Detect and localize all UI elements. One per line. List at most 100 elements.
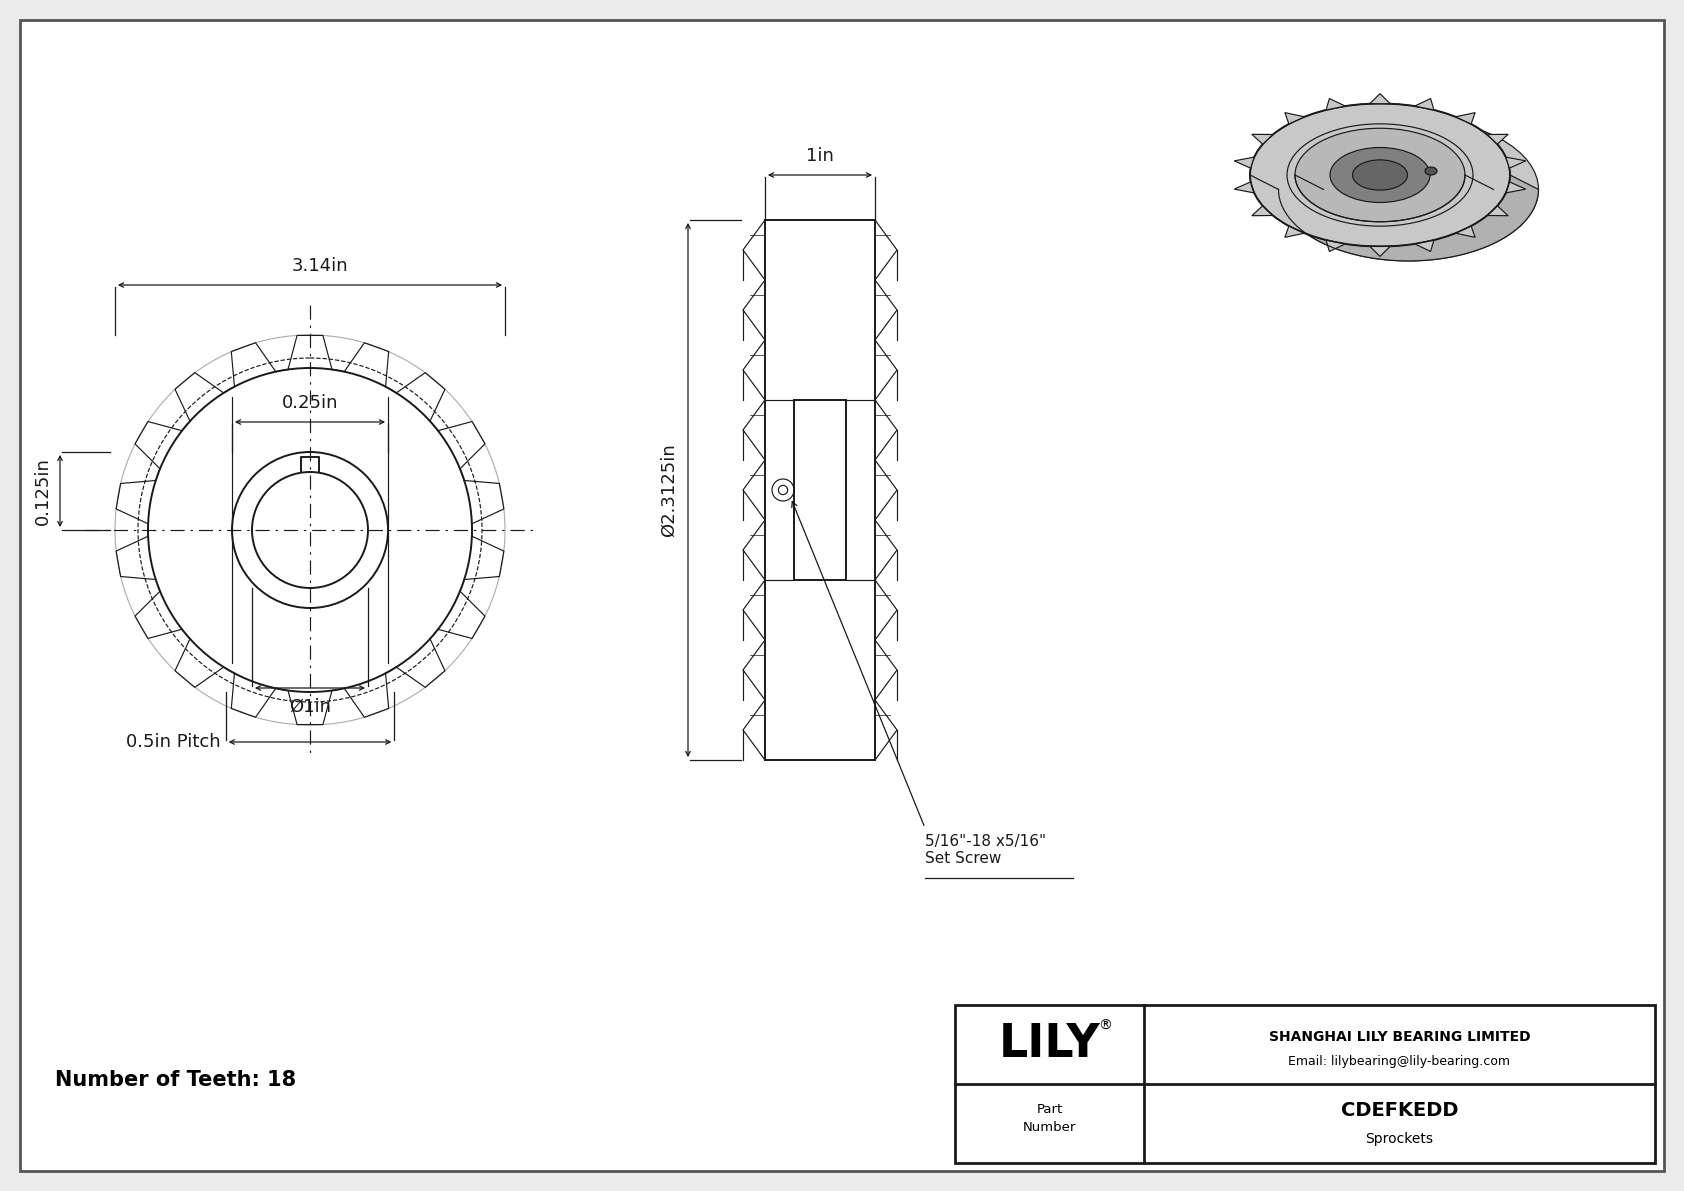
Polygon shape [1463,182,1492,199]
Polygon shape [1411,218,1443,233]
FancyBboxPatch shape [20,20,1664,1171]
Polygon shape [1463,180,1494,197]
Text: LILY: LILY [999,1022,1100,1067]
Text: Email: lilybearing@lily-bearing.com: Email: lilybearing@lily-bearing.com [1288,1055,1511,1068]
Polygon shape [1352,245,1388,260]
Polygon shape [1430,211,1462,227]
Polygon shape [1271,214,1303,231]
Polygon shape [1300,192,1330,208]
Polygon shape [1415,241,1433,251]
Text: 0.25in: 0.25in [281,394,338,412]
Polygon shape [1337,216,1369,231]
Text: Sprockets: Sprockets [1366,1133,1433,1146]
Text: 1in: 1in [807,146,834,166]
Polygon shape [1288,225,1322,243]
Polygon shape [1384,222,1418,236]
Polygon shape [1258,200,1290,218]
Polygon shape [1302,194,1332,211]
Polygon shape [1298,231,1332,248]
Polygon shape [1423,214,1455,230]
Text: Part
Number: Part Number [1022,1103,1076,1134]
Polygon shape [1295,177,1324,194]
Polygon shape [1408,244,1442,260]
Polygon shape [1420,242,1455,257]
Polygon shape [1492,207,1524,225]
Polygon shape [1315,237,1349,254]
Polygon shape [1499,200,1529,218]
FancyBboxPatch shape [765,220,876,760]
Polygon shape [1371,222,1404,236]
Polygon shape [1327,211,1359,227]
Polygon shape [1303,233,1337,249]
Polygon shape [1314,205,1346,220]
Polygon shape [1297,185,1327,201]
Ellipse shape [1352,160,1408,191]
Polygon shape [1293,229,1327,245]
Text: Number of Teeth: 18: Number of Teeth: 18 [56,1070,296,1090]
Polygon shape [1278,220,1312,237]
FancyBboxPatch shape [955,1005,1655,1162]
Polygon shape [1452,233,1485,249]
Polygon shape [1342,217,1374,232]
Polygon shape [1325,99,1346,110]
Polygon shape [1312,202,1342,219]
Polygon shape [1440,206,1472,223]
Text: Ø2.3125in: Ø2.3125in [660,443,679,537]
Text: CDEFKEDD: CDEFKEDD [1340,1102,1458,1121]
Polygon shape [1467,225,1500,243]
Polygon shape [1447,202,1477,219]
Polygon shape [1487,206,1509,216]
Polygon shape [1362,220,1396,236]
Polygon shape [1379,222,1413,236]
Polygon shape [1472,223,1505,241]
Ellipse shape [1359,162,1458,217]
Polygon shape [1255,193,1285,212]
Polygon shape [1367,222,1399,236]
Polygon shape [1256,197,1287,216]
Polygon shape [1457,231,1490,248]
Polygon shape [1452,199,1482,214]
Text: SHANGHAI LILY BEARING LIMITED: SHANGHAI LILY BEARING LIMITED [1268,1029,1531,1043]
Polygon shape [1251,182,1280,200]
Polygon shape [1265,207,1297,225]
Polygon shape [1453,197,1484,213]
Polygon shape [1403,219,1435,235]
Polygon shape [1406,219,1438,233]
Polygon shape [1334,214,1366,230]
Polygon shape [1460,187,1490,204]
Polygon shape [1297,182,1325,199]
Polygon shape [1295,180,1325,197]
Ellipse shape [1295,129,1465,222]
Polygon shape [1359,245,1394,261]
Polygon shape [1285,226,1305,237]
Text: 5/16"-18 x5/16"
Set Screw: 5/16"-18 x5/16" Set Screw [925,834,1046,866]
Polygon shape [1445,235,1479,251]
Polygon shape [1462,229,1495,245]
Polygon shape [1346,244,1381,260]
Polygon shape [1455,226,1475,237]
Polygon shape [1295,175,1324,192]
Polygon shape [1250,175,1278,193]
Polygon shape [1317,206,1349,223]
Polygon shape [1234,157,1255,168]
Polygon shape [1465,177,1494,194]
Polygon shape [1251,135,1273,144]
Polygon shape [1480,217,1514,235]
Ellipse shape [1324,143,1494,236]
Polygon shape [1398,220,1430,235]
FancyBboxPatch shape [793,400,845,580]
Polygon shape [1415,217,1447,232]
Polygon shape [1369,94,1391,104]
Ellipse shape [1250,104,1511,247]
Polygon shape [1495,204,1527,222]
Ellipse shape [1425,167,1436,175]
Text: 0.5in Pitch: 0.5in Pitch [126,732,221,752]
Polygon shape [1376,222,1408,236]
Text: ®: ® [1098,1018,1113,1033]
Polygon shape [1504,193,1534,212]
Polygon shape [1505,157,1526,168]
Text: 0.125in: 0.125in [34,457,52,525]
Polygon shape [1455,113,1475,124]
Polygon shape [1509,179,1537,197]
Polygon shape [1415,99,1433,110]
